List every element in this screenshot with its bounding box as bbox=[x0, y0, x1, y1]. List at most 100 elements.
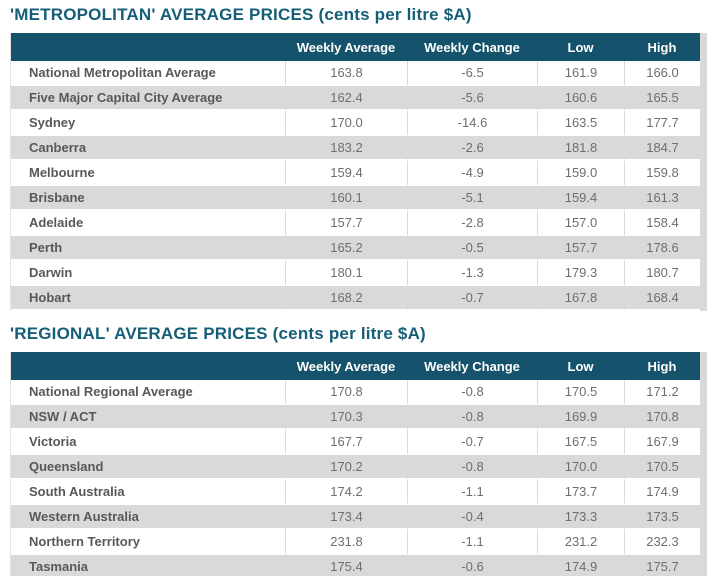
value-cell: 157.7 bbox=[537, 236, 624, 261]
value-cell: 231.8 bbox=[285, 530, 407, 555]
col-header-weekly-average: Weekly Average bbox=[285, 33, 407, 61]
value-cell: 163.5 bbox=[537, 111, 624, 136]
row-label: Tasmania bbox=[11, 555, 285, 576]
value-cell: 232.3 bbox=[624, 530, 700, 555]
row-label: Adelaide bbox=[11, 211, 285, 236]
value-cell: -4.9 bbox=[407, 161, 537, 186]
value-cell: 171.2 bbox=[624, 380, 700, 405]
value-cell: 167.9 bbox=[624, 430, 700, 455]
value-cell: 159.4 bbox=[537, 186, 624, 211]
table-row: Melbourne 159.4 -4.9 159.0 159.8 bbox=[11, 161, 700, 186]
value-cell: 184.7 bbox=[624, 136, 700, 161]
value-cell: 174.9 bbox=[537, 555, 624, 576]
row-label: National Metropolitan Average bbox=[11, 61, 285, 86]
row-label: NSW / ACT bbox=[11, 405, 285, 430]
row-label: Northern Territory bbox=[11, 530, 285, 555]
metropolitan-section: 'METROPOLITAN' AVERAGE PRICES (cents per… bbox=[10, 5, 717, 311]
value-cell: 160.1 bbox=[285, 186, 407, 211]
metropolitan-title: 'METROPOLITAN' AVERAGE PRICES (cents per… bbox=[10, 5, 472, 24]
value-cell: -0.8 bbox=[407, 405, 537, 430]
table-row: Sydney 170.0 -14.6 163.5 177.7 bbox=[11, 111, 700, 136]
value-cell: 163.8 bbox=[285, 61, 407, 86]
value-cell: 167.7 bbox=[285, 430, 407, 455]
regional-table: Weekly Average Weekly Change Low High Na… bbox=[10, 352, 707, 576]
row-header-spacer bbox=[11, 33, 285, 61]
table-row: Northern Territory 231.8 -1.1 231.2 232.3 bbox=[11, 530, 700, 555]
value-cell: -1.3 bbox=[407, 261, 537, 286]
value-cell: -0.5 bbox=[407, 236, 537, 261]
row-label: Brisbane bbox=[11, 186, 285, 211]
col-header-high: High bbox=[624, 352, 700, 380]
value-cell: -0.7 bbox=[407, 430, 537, 455]
value-cell: -0.8 bbox=[407, 380, 537, 405]
row-label: Queensland bbox=[11, 455, 285, 480]
value-cell: 170.3 bbox=[285, 405, 407, 430]
value-cell: 183.2 bbox=[285, 136, 407, 161]
value-cell: -2.8 bbox=[407, 211, 537, 236]
table-row: Tasmania 175.4 -0.6 174.9 175.7 bbox=[11, 555, 700, 576]
row-header-spacer bbox=[11, 352, 285, 380]
table-row: Darwin 180.1 -1.3 179.3 180.7 bbox=[11, 261, 700, 286]
row-label: Five Major Capital City Average bbox=[11, 86, 285, 111]
table-row: Queensland 170.2 -0.8 170.0 170.5 bbox=[11, 455, 700, 480]
value-cell: 165.5 bbox=[624, 86, 700, 111]
value-cell: 173.7 bbox=[537, 480, 624, 505]
value-cell: -0.8 bbox=[407, 455, 537, 480]
value-cell: 161.9 bbox=[537, 61, 624, 86]
value-cell: 159.4 bbox=[285, 161, 407, 186]
value-cell: 162.4 bbox=[285, 86, 407, 111]
col-header-high: High bbox=[624, 33, 700, 61]
metropolitan-header-row: Weekly Average Weekly Change Low High bbox=[11, 33, 700, 61]
table-row: National Metropolitan Average 163.8 -6.5 16… bbox=[11, 61, 700, 86]
value-cell: 167.5 bbox=[537, 430, 624, 455]
col-header-weekly-change: Weekly Change bbox=[407, 352, 537, 380]
value-cell: 177.7 bbox=[624, 111, 700, 136]
value-cell: 170.8 bbox=[624, 405, 700, 430]
row-label: Victoria bbox=[11, 430, 285, 455]
value-cell: -0.6 bbox=[407, 555, 537, 576]
row-label: Western Australia bbox=[11, 505, 285, 530]
table-row: Perth 165.2 -0.5 157.7 178.6 bbox=[11, 236, 700, 261]
value-cell: 173.5 bbox=[624, 505, 700, 530]
table-row: National Regional Average 170.8 -0.8 170.5 1… bbox=[11, 380, 700, 405]
value-cell: 180.7 bbox=[624, 261, 700, 286]
col-header-low: Low bbox=[537, 352, 624, 380]
value-cell: -2.6 bbox=[407, 136, 537, 161]
value-cell: 165.2 bbox=[285, 236, 407, 261]
table-row: NSW / ACT 170.3 -0.8 169.9 170.8 bbox=[11, 405, 700, 430]
value-cell: 170.0 bbox=[285, 111, 407, 136]
value-cell: 170.5 bbox=[537, 380, 624, 405]
row-label: Darwin bbox=[11, 261, 285, 286]
value-cell: -5.6 bbox=[407, 86, 537, 111]
table-row: Five Major Capital City Average 162.4 -5.6… bbox=[11, 86, 700, 111]
value-cell: 179.3 bbox=[537, 261, 624, 286]
value-cell: 157.7 bbox=[285, 211, 407, 236]
regional-header-row: Weekly Average Weekly Change Low High bbox=[11, 352, 700, 380]
value-cell: 158.4 bbox=[624, 211, 700, 236]
regional-section: 'REGIONAL' AVERAGE PRICES (cents per lit… bbox=[10, 324, 717, 576]
table-row: Victoria 167.7 -0.7 167.5 167.9 bbox=[11, 430, 700, 455]
value-cell: 180.1 bbox=[285, 261, 407, 286]
value-cell: 170.0 bbox=[537, 455, 624, 480]
value-cell: -1.1 bbox=[407, 480, 537, 505]
value-cell: 168.4 bbox=[624, 286, 700, 311]
value-cell: 161.3 bbox=[624, 186, 700, 211]
row-label: Canberra bbox=[11, 136, 285, 161]
row-label: Sydney bbox=[11, 111, 285, 136]
value-cell: 175.7 bbox=[624, 555, 700, 576]
value-cell: 157.0 bbox=[537, 211, 624, 236]
value-cell: -6.5 bbox=[407, 61, 537, 86]
col-header-weekly-change: Weekly Change bbox=[407, 33, 537, 61]
value-cell: 173.4 bbox=[285, 505, 407, 530]
value-cell: -0.7 bbox=[407, 286, 537, 311]
value-cell: -1.1 bbox=[407, 530, 537, 555]
value-cell: 170.5 bbox=[624, 455, 700, 480]
value-cell: 170.8 bbox=[285, 380, 407, 405]
row-label: Perth bbox=[11, 236, 285, 261]
value-cell: 160.6 bbox=[537, 86, 624, 111]
value-cell: 174.9 bbox=[624, 480, 700, 505]
table-row: Canberra 183.2 -2.6 181.8 184.7 bbox=[11, 136, 700, 161]
value-cell: -14.6 bbox=[407, 111, 537, 136]
value-cell: 169.9 bbox=[537, 405, 624, 430]
table-row: South Australia 174.2 -1.1 173.7 174.9 bbox=[11, 480, 700, 505]
